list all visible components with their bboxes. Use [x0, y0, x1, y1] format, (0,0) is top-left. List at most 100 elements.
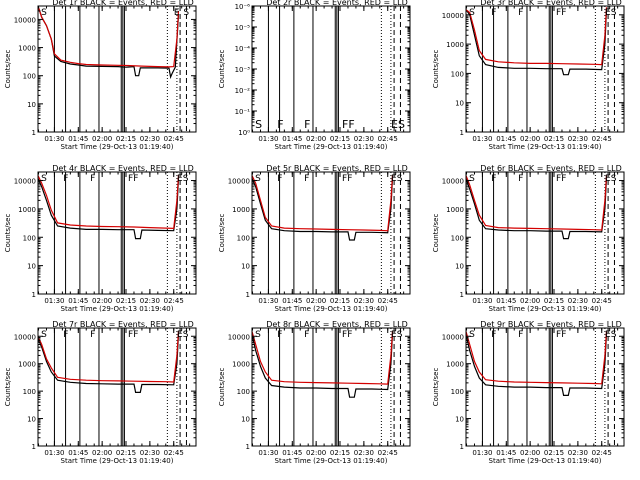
x-axis-label: Start Time (29-Oct-13 01:19:40): [489, 305, 602, 313]
y-tick-label: 100: [23, 234, 36, 242]
marker-label: ES: [605, 174, 617, 184]
y-tick-label: 1000: [18, 206, 36, 214]
y-axis-label: Counts/sec: [4, 368, 12, 407]
plot-frame: [465, 5, 625, 133]
y-tick-label: 1000: [232, 206, 250, 214]
plot-frame: [465, 171, 625, 295]
series-lld-line: [251, 175, 394, 232]
x-axis-label: Start Time (29-Oct-13 01:19:40): [61, 143, 174, 151]
y-tick-label: 10⁻¹: [235, 108, 251, 116]
x-tick-label: 02:30: [354, 297, 374, 305]
panel-title: Det 1r BLACK = Events, RED = LLD: [52, 0, 194, 7]
marker-label: ES: [177, 330, 189, 340]
y-tick-label: 10000: [14, 178, 36, 186]
x-tick-label: 02:45: [592, 449, 612, 457]
y-tick-label: 1: [460, 443, 464, 451]
y-tick-label: 1: [32, 129, 36, 137]
y-tick-label: 10⁻²: [235, 87, 251, 95]
x-tick-label: 02:30: [354, 135, 374, 143]
plot-frame: [37, 5, 197, 133]
panel-title: Det 2r BLACK = Events, RED = LLD: [266, 0, 408, 7]
y-tick-label: 10000: [442, 12, 464, 20]
y-tick-label: 10000: [228, 333, 250, 341]
series-lld-line: [465, 331, 608, 385]
y-tick-label: 100: [237, 388, 250, 396]
y-axis-label: Counts/sec: [432, 368, 440, 407]
panel-title: Det 8r BLACK = Events, RED = LLD: [266, 320, 408, 329]
x-tick-label: 01:45: [68, 449, 88, 457]
y-tick-label: 1000: [446, 41, 464, 49]
panel-title: Det 4r BLACK = Events, RED = LLD: [52, 164, 194, 173]
x-tick-label: 01:45: [496, 135, 516, 143]
x-axis-label: Start Time (29-Oct-13 01:19:40): [61, 305, 174, 313]
x-axis-label: Start Time (29-Oct-13 01:19:40): [275, 457, 388, 465]
y-axis-label: Counts/sec: [432, 214, 440, 253]
y-tick-label: 1000: [18, 361, 36, 369]
x-tick-label: 02:00: [306, 297, 326, 305]
series-events-line: [465, 9, 608, 76]
y-axis-label: Counts/sec: [218, 50, 226, 89]
x-tick-label: 02:45: [378, 297, 398, 305]
x-tick-label: 02:15: [116, 297, 136, 305]
x-tick-label: 01:30: [472, 449, 492, 457]
marker-label: F: [277, 118, 283, 131]
x-tick-label: 01:45: [282, 297, 302, 305]
marker-label: S: [469, 330, 475, 340]
y-tick-label: 10⁻⁴: [235, 45, 251, 53]
y-tick-label: 1000: [446, 361, 464, 369]
y-tick-label: 10⁻⁶: [235, 3, 251, 11]
x-tick-label: 02:15: [330, 297, 350, 305]
panel-title: Det 9r BLACK = Events, RED = LLD: [480, 320, 622, 329]
x-tick-label: 01:30: [44, 449, 64, 457]
marker-label: FF: [342, 118, 355, 131]
x-tick-label: 01:45: [496, 297, 516, 305]
marker-label: S: [183, 8, 189, 18]
y-tick-label: 10000: [442, 333, 464, 341]
marker-label: S: [41, 330, 47, 340]
x-tick-label: 02:00: [520, 449, 540, 457]
marker-label: FF: [556, 330, 566, 340]
marker-label: E: [174, 8, 180, 18]
y-tick-label: 10⁰: [238, 129, 250, 137]
series-lld-line: [465, 7, 608, 66]
y-axis-label: Counts/sec: [218, 368, 226, 407]
y-tick-label: 1: [32, 443, 36, 451]
x-tick-label: 02:00: [520, 297, 540, 305]
y-tick-label: 100: [451, 234, 464, 242]
x-tick-label: 02:30: [140, 449, 160, 457]
y-axis-label: Counts/sec: [4, 50, 12, 89]
x-tick-label: 02:15: [544, 449, 564, 457]
x-axis-label: Start Time (29-Oct-13 01:19:40): [489, 457, 602, 465]
x-tick-label: 02:15: [116, 449, 136, 457]
x-axis-label: Start Time (29-Oct-13 01:19:40): [275, 305, 388, 313]
marker-label: F: [304, 118, 310, 131]
x-tick-label: 01:45: [496, 449, 516, 457]
marker-label: ES: [391, 174, 403, 184]
y-tick-label: 10: [27, 263, 36, 271]
x-tick-label: 01:30: [44, 135, 64, 143]
x-tick-label: 01:45: [282, 135, 302, 143]
x-tick-label: 02:45: [378, 135, 398, 143]
y-tick-label: 1: [246, 291, 250, 299]
x-tick-label: 02:45: [592, 135, 612, 143]
series-events-line: [37, 334, 180, 393]
x-tick-label: 02:15: [330, 135, 350, 143]
x-tick-label: 02:45: [378, 449, 398, 457]
y-tick-label: 100: [237, 234, 250, 242]
x-tick-label: 02:00: [92, 297, 112, 305]
x-tick-label: 01:45: [68, 135, 88, 143]
y-axis-label: Counts/sec: [218, 214, 226, 253]
y-tick-label: 1000: [232, 361, 250, 369]
marker-label: S: [469, 8, 475, 18]
marker-label: F: [491, 8, 496, 18]
y-tick-label: 10: [241, 416, 250, 424]
marker-label: FF: [342, 330, 352, 340]
y-tick-label: 10: [455, 416, 464, 424]
y-tick-label: 100: [23, 73, 36, 81]
